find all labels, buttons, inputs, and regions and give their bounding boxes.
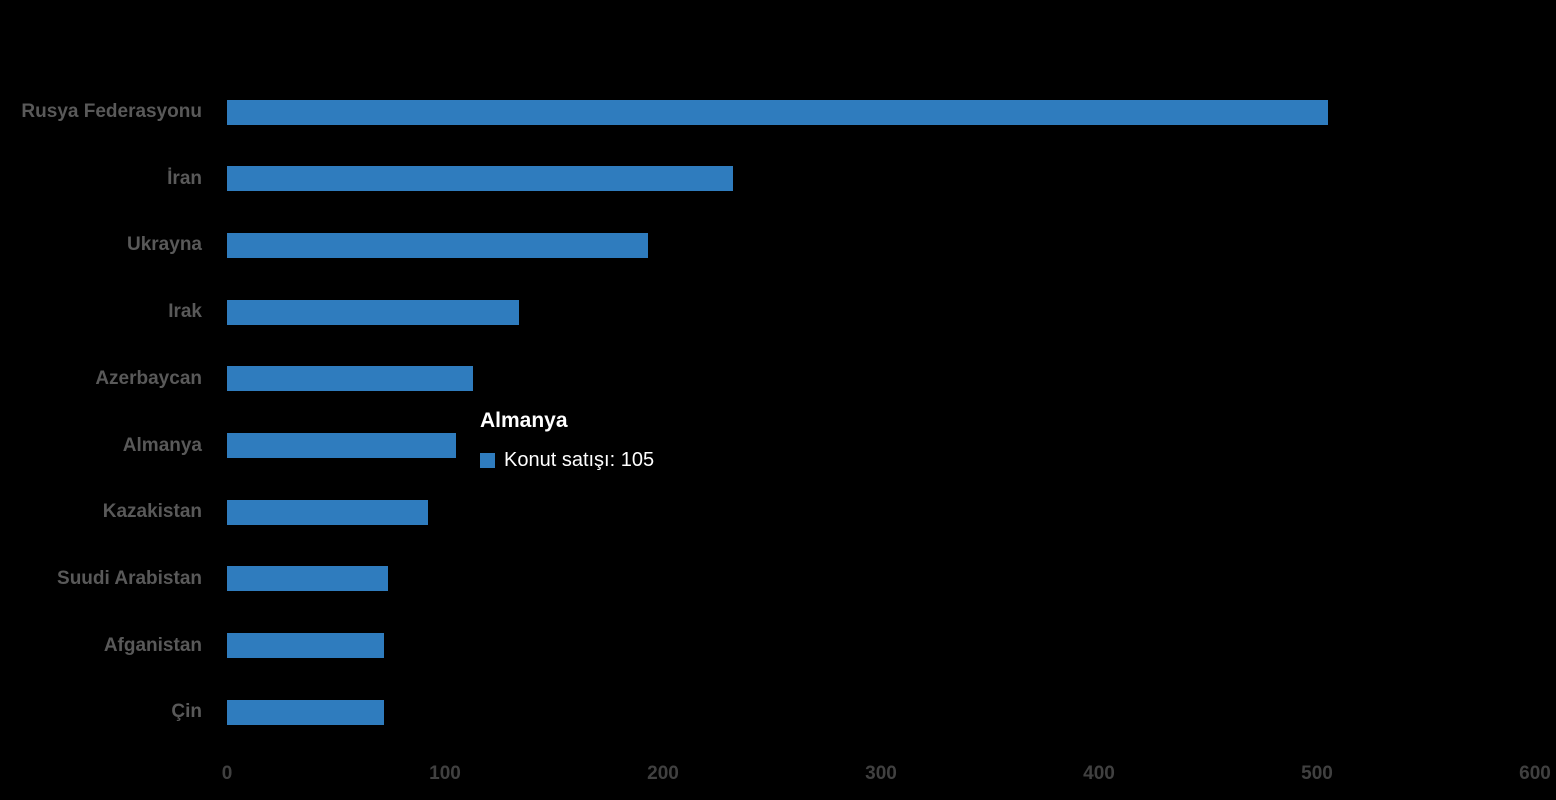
category-label: Rusya Federasyonu (21, 101, 202, 122)
x-tick-label: 500 (1301, 763, 1333, 784)
bar-i̇ran[interactable] (227, 166, 733, 192)
category-label: İran (167, 167, 202, 189)
category-label: Almanya (122, 434, 202, 456)
series-swatch-icon (480, 452, 495, 468)
category-label: Irak (168, 301, 202, 323)
category-label: Çin (171, 701, 202, 723)
category-label: Ukrayna (127, 234, 202, 256)
bar-azerbaycan[interactable] (227, 366, 474, 392)
bar-suudi-arabistan[interactable] (227, 566, 389, 592)
x-tick-label: 600 (1519, 763, 1551, 784)
tooltip-title: Almanya (480, 409, 568, 432)
category-label: Kazakistan (102, 501, 202, 523)
bar-çin[interactable] (227, 699, 384, 725)
bar-ukrayna[interactable] (227, 232, 648, 258)
bar-afganistan[interactable] (227, 633, 384, 659)
bar-kazakistan[interactable] (227, 499, 428, 525)
category-label: Afganistan (103, 634, 202, 656)
bar-rusya-federasyonu[interactable] (227, 99, 1328, 125)
x-tick-label: 300 (865, 763, 897, 784)
x-tick-label: 200 (647, 763, 679, 784)
bar-almanya[interactable] (227, 433, 456, 458)
bar-irak[interactable] (227, 299, 520, 325)
tooltip-row: Konut satışı: 105 (480, 448, 654, 472)
tooltip-value-text: Konut satışı: 105 (504, 449, 655, 471)
x-tick-label: 0 (221, 763, 233, 784)
category-label: Suudi Arabistan (57, 567, 202, 589)
x-tick-label: 100 (429, 763, 461, 784)
category-label: Azerbaycan (95, 367, 202, 389)
x-tick-label: 400 (1083, 763, 1115, 784)
tooltip: Almanya Konut satışı: 105 (480, 408, 654, 472)
